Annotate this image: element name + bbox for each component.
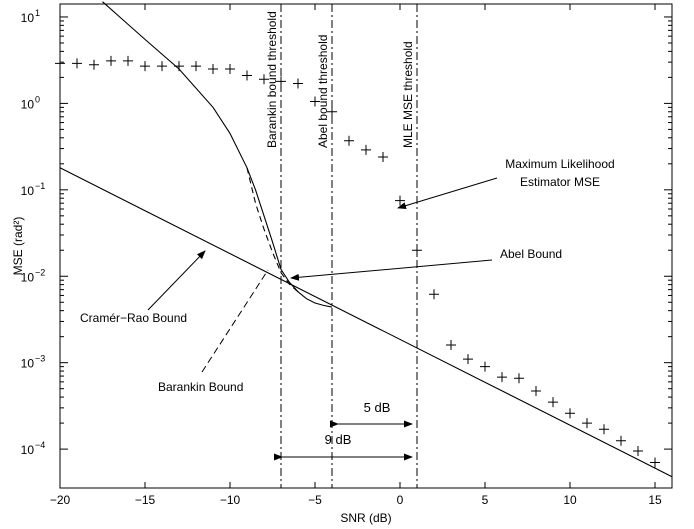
mle-point <box>89 59 99 70</box>
gap-9db-label: 9 dB <box>325 432 352 447</box>
x-tick-label: 5 <box>482 493 489 507</box>
mle-point <box>599 424 609 435</box>
mle-point <box>480 361 490 372</box>
x-tick-label: 10 <box>563 493 577 507</box>
y-tick-exponent: −4 <box>35 440 45 450</box>
y-tick-label: 10 <box>21 443 35 457</box>
mle-point <box>259 74 269 85</box>
mle-point <box>106 55 116 66</box>
mle-point <box>327 106 337 117</box>
mle-point <box>293 78 303 89</box>
mle-point <box>242 70 252 81</box>
mle-markers <box>55 55 660 468</box>
curves <box>59 1 673 478</box>
mle-arrow <box>397 177 498 210</box>
y-axis-label: MSE (rad²) <box>11 217 25 276</box>
mle-point <box>174 61 184 72</box>
x-tick-label: −5 <box>308 493 322 507</box>
threshold-label: MLE MSE threshold <box>401 41 415 148</box>
annotations: Maximum Likelihood Estimator MSE Abel Bo… <box>80 157 615 461</box>
y-tick-label: 10 <box>21 357 35 371</box>
abel-bound-annotation: Abel Bound <box>500 247 562 261</box>
y-tick-label: 10 <box>21 184 35 198</box>
mle-point <box>344 135 354 146</box>
mle-point <box>582 418 592 429</box>
mle-point <box>378 151 388 162</box>
x-tick-label: −10 <box>220 493 241 507</box>
mle-point <box>616 435 626 446</box>
threshold-label: Barankin bound threshold <box>265 11 279 148</box>
gap-5db-label: 5 dB <box>364 400 391 415</box>
y-tick-exponent: −3 <box>35 354 45 364</box>
barankin-curve <box>246 167 299 293</box>
mle-point <box>140 61 150 72</box>
mle-annotation-line1: Maximum Likelihood <box>505 157 614 171</box>
y-tick-exponent: 0 <box>35 94 40 104</box>
mle-point <box>276 76 286 87</box>
mle-point <box>55 58 65 69</box>
mle-point <box>531 386 541 397</box>
mle-point <box>208 63 218 74</box>
barankin-bound-annotation: Barankin Bound <box>158 380 243 394</box>
mle-point <box>225 63 235 74</box>
y-tick-exponent: −1 <box>35 181 45 191</box>
mle-point <box>361 144 371 155</box>
mle-point <box>446 340 456 351</box>
mle-point <box>123 55 133 66</box>
mle-annotation-line2: Estimator MSE <box>520 175 600 189</box>
mle-point <box>548 397 558 408</box>
mle-point <box>633 446 643 457</box>
abel-arrow <box>290 259 493 281</box>
mle-point <box>429 289 439 300</box>
mle-point <box>395 195 405 206</box>
x-tick-label: −20 <box>50 493 71 507</box>
x-tick-label: −15 <box>135 493 156 507</box>
crb-annotation: Cramér−Rao Bound <box>80 311 187 325</box>
mle-point <box>565 408 575 419</box>
crb-arrow <box>147 250 206 311</box>
x-tick-label: 15 <box>648 493 662 507</box>
x-tick-label: 0 <box>397 493 404 507</box>
mle-point <box>463 354 473 365</box>
mle-point <box>72 58 82 69</box>
crb-curve <box>59 167 673 478</box>
y-tick-exponent: 1 <box>35 8 40 18</box>
mle-point <box>191 61 201 72</box>
abel-curve <box>102 1 333 308</box>
threshold-label: Abel bound threshold <box>316 35 330 148</box>
y-tick-label: 10 <box>21 97 35 111</box>
mle-point <box>310 96 320 107</box>
barankin-arrow <box>201 269 269 373</box>
plot-frame <box>59 3 673 489</box>
threshold-lines: Barankin bound threshold Abel bound thres… <box>265 4 418 488</box>
x-axis-label: SNR (dB) <box>340 511 391 525</box>
mle-point <box>157 61 167 72</box>
mle-point <box>497 372 507 383</box>
y-tick-label: 10 <box>21 11 35 25</box>
y-tick-exponent: −2 <box>35 267 45 277</box>
mle-point <box>514 373 524 384</box>
mle-point <box>650 457 660 468</box>
mle-point <box>412 245 422 256</box>
y-tick-label: 10 <box>21 270 35 284</box>
